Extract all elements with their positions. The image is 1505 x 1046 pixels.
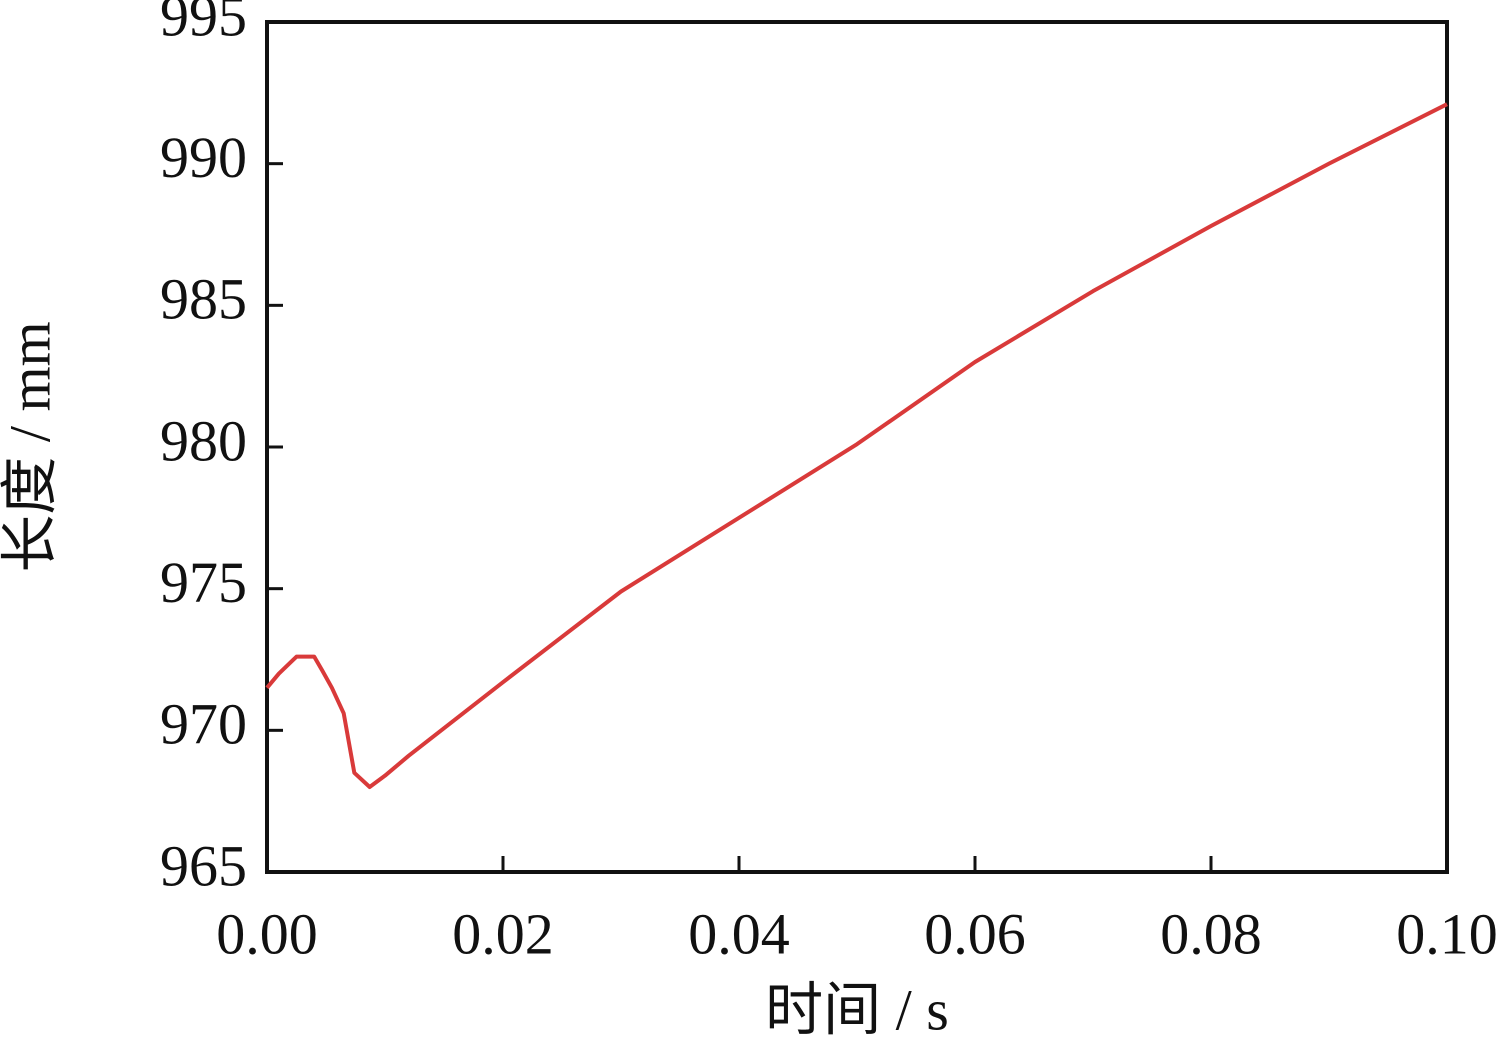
plot-frame <box>265 20 1449 874</box>
x-tick-label: 0.02 <box>452 901 554 966</box>
y-tick-label: 990 <box>160 125 247 190</box>
y-tick-label: 980 <box>160 408 247 473</box>
y-tick-label: 965 <box>160 833 247 898</box>
y-tick-label: 975 <box>160 550 247 615</box>
y-axis-label: 长度 / mm <box>0 321 62 572</box>
x-tick-label: 0.00 <box>216 901 318 966</box>
y-tick-label: 970 <box>160 692 247 757</box>
x-tick-label: 0.06 <box>924 901 1026 966</box>
x-axis-label: 时间 / s <box>765 977 949 1042</box>
data-line <box>265 102 1448 789</box>
x-tick-label: 0.04 <box>688 901 790 966</box>
x-tick-label: 0.08 <box>1160 901 1262 966</box>
y-tick-label: 985 <box>160 267 247 332</box>
x-tick-label: 0.10 <box>1396 901 1498 966</box>
y-tick-label: 995 <box>160 0 247 48</box>
